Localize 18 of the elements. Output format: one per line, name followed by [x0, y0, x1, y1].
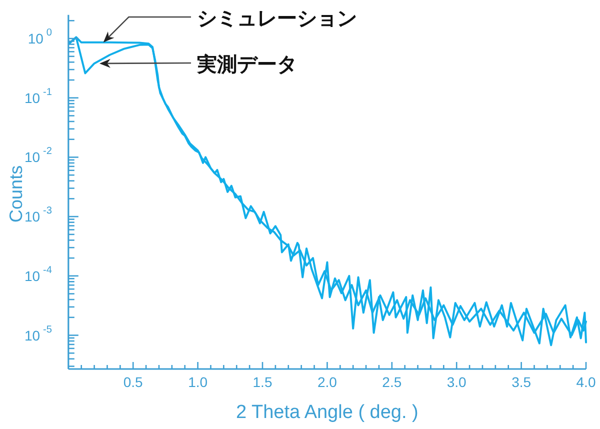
y-tick-label: 10$^{0}$: [28, 28, 52, 47]
x-tick-label: 2.5: [382, 374, 402, 390]
y-tick-label: 10$^{-2}$: [24, 146, 52, 166]
x-tick-label: 2.0: [317, 374, 338, 390]
y-tick-label: 10$^{-1}$: [24, 86, 52, 106]
annotation: 実測データ: [196, 53, 297, 76]
x-tick-label: 3.0: [446, 374, 467, 390]
x-tick-label: 3.5: [512, 374, 532, 390]
x-tick-label: 1.5: [252, 374, 272, 390]
annotation: シミュレーション: [197, 8, 357, 30]
x-axis-title: 2 Theta Angle ( deg. ): [236, 402, 418, 422]
x-tick-label: 4.0: [576, 374, 596, 390]
x-tick-label: 1.0: [188, 374, 208, 390]
y-axis-title: Counts: [6, 165, 26, 222]
x-tick-label: 0.5: [123, 374, 144, 390]
y-tick-label: 10$^{-4}$: [24, 264, 52, 284]
y-tick-label: 10$^{-5}$: [24, 324, 52, 344]
y-tick-label: 10$^{-3}$: [24, 206, 52, 225]
